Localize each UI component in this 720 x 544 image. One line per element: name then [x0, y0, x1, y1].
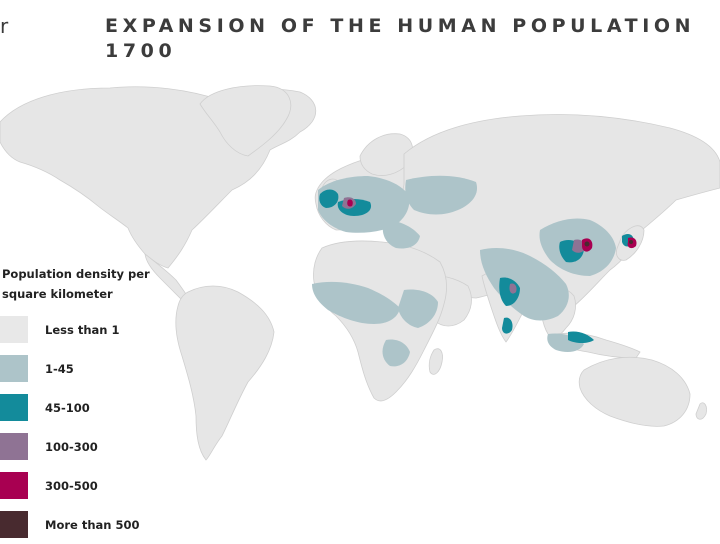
legend-swatch	[0, 433, 28, 460]
legend-label: 1-45	[45, 361, 74, 376]
legend-label: 300-500	[45, 478, 98, 493]
world-map	[0, 85, 720, 461]
legend-item-300-500: 300-500	[0, 466, 160, 505]
legend-label: More than 500	[45, 517, 140, 532]
legend-swatch	[0, 355, 28, 382]
legend-label: Less than 1	[45, 322, 120, 337]
legend-item-45-100: 45-100	[0, 388, 160, 427]
australia	[578, 356, 691, 427]
title-line-1: EXPANSION OF THE HUMAN POPULATION	[105, 15, 696, 37]
legend-swatch	[0, 394, 28, 421]
legend-swatch	[0, 511, 28, 538]
legend-title-line-1: Population density per	[2, 267, 150, 281]
map-legend: Population density per square kilometer …	[0, 264, 160, 544]
density-more-than-500	[584, 240, 633, 247]
legend-swatch	[0, 316, 28, 343]
legend-item-100-300: 100-300	[0, 427, 160, 466]
new-zealand	[695, 402, 707, 420]
greenland	[199, 85, 292, 157]
madagascar	[428, 348, 443, 375]
title-line-2: 1700	[105, 40, 177, 62]
map-title: EXPANSION OF THE HUMAN POPULATION 1700	[105, 14, 695, 64]
legend-label: 100-300	[45, 439, 98, 454]
legend-item-1-45: 1-45	[0, 349, 160, 388]
edge-glyph: r	[0, 14, 9, 38]
legend-label: 45-100	[45, 400, 90, 415]
south-america	[175, 285, 275, 461]
legend-title-line-2: square kilometer	[2, 287, 113, 301]
legend-item-more-than-500: More than 500	[0, 505, 160, 544]
legend-title: Population density per square kilometer	[0, 264, 160, 304]
legend-swatch	[0, 472, 28, 499]
legend-item-less-than-1: Less than 1	[0, 310, 160, 349]
